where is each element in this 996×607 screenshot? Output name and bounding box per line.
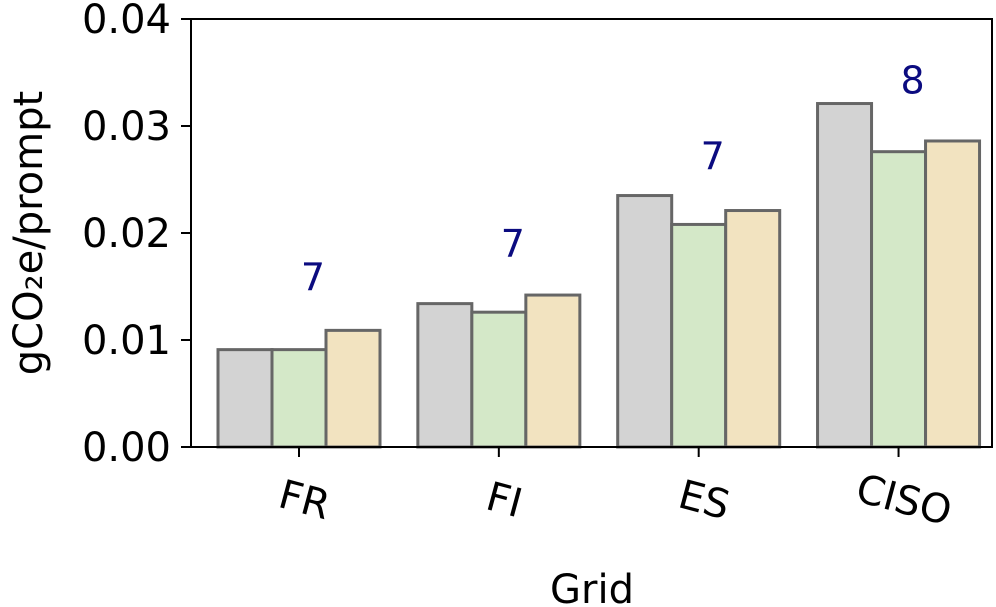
x-axis-title: Grid	[550, 567, 634, 607]
bar	[416, 302, 474, 449]
y-tick-label: 0.02	[82, 211, 171, 257]
y-tick-labels: 0.00 0.01 0.02 0.03 0.04	[82, 0, 171, 471]
bar	[924, 139, 982, 449]
bar	[816, 102, 874, 449]
x-tick-label: CISO	[851, 466, 956, 535]
bar-annotation: 7	[501, 222, 525, 266]
x-tick-label: FR	[274, 472, 335, 530]
y-tick-label: 0.00	[82, 425, 171, 471]
y-tick-label: 0.04	[82, 0, 171, 43]
bar	[216, 348, 274, 449]
y-axis-title: gCO₂e/prompt	[6, 91, 52, 375]
bar	[724, 209, 782, 449]
x-tick-label: ES	[674, 472, 735, 530]
bar	[270, 348, 328, 449]
bar	[670, 222, 728, 449]
bars	[216, 102, 982, 449]
y-ticks	[181, 18, 191, 448]
x-tick-labels: FR FI ES CISO	[274, 466, 957, 535]
bar-annotation: 7	[701, 135, 725, 179]
bar	[470, 310, 528, 449]
bar	[616, 194, 674, 449]
y-tick-label: 0.03	[82, 104, 171, 150]
bar-annotation: 8	[900, 59, 924, 103]
annotations: 7 7 7 8	[301, 59, 925, 300]
bar	[870, 150, 928, 449]
x-ticks	[298, 447, 900, 457]
bar-annotation: 7	[301, 255, 325, 299]
x-tick-label: FI	[481, 474, 527, 527]
bar	[324, 328, 382, 449]
bar	[524, 293, 582, 449]
y-tick-label: 0.01	[82, 318, 171, 364]
